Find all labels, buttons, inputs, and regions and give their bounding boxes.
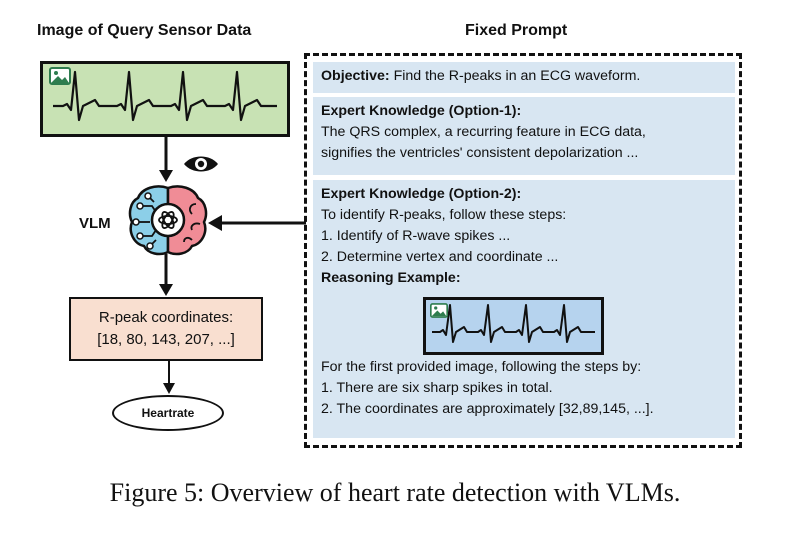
coordinates-title: R-peak coordinates: xyxy=(98,309,234,326)
reasoning-title: Reasoning Example: xyxy=(321,270,461,286)
example-ecg-image xyxy=(423,297,604,355)
arrow-coords-to-heartrate xyxy=(163,361,175,394)
figure-caption: Figure 5: Overview of heart rate detecti… xyxy=(109,478,681,507)
reasoning-line: For the first provided image, following … xyxy=(321,359,642,375)
reasoning-line: 1. There are six sharp spikes in total. xyxy=(321,380,553,396)
ecg-waveform xyxy=(53,70,277,122)
r-peak-coordinates-box: R-peak coordinates: [18, 80, 143, 207, .… xyxy=(69,297,263,361)
reasoning-line: 2. The coordinates are approximately [32… xyxy=(321,401,654,417)
objective-text: Find the R-peaks in an ECG waveform. xyxy=(393,68,641,84)
image-icon xyxy=(49,67,71,85)
example-ecg-waveform xyxy=(432,304,595,343)
arrow-vlm-to-coords xyxy=(159,254,173,296)
vlm-label: VLM xyxy=(79,215,111,232)
brain-icon xyxy=(128,185,208,256)
option1-line: The QRS complex, a recurring feature in … xyxy=(321,124,646,140)
option2-line: 2. Determine vertex and coordinate ... xyxy=(321,249,559,265)
option2-title: Expert Knowledge (Option-2): xyxy=(321,186,522,202)
option1-line: signifies the ventricles' consistent dep… xyxy=(321,145,639,161)
objective-section: Objective: Find the R-peaks in an ECG wa… xyxy=(313,62,735,93)
fixed-prompt-container xyxy=(304,53,742,448)
query-image-header: Image of Query Sensor Data xyxy=(37,22,252,39)
expert-knowledge-option1-section: Expert Knowledge (Option-1): The QRS com… xyxy=(313,97,735,175)
objective-label: Objective: xyxy=(321,68,390,84)
option1-title: Expert Knowledge (Option-1): xyxy=(321,103,522,119)
arrow-prompt-to-vlm xyxy=(208,215,306,231)
heartrate-node: Heartrate xyxy=(112,395,224,431)
image-icon xyxy=(430,303,448,318)
eye-icon xyxy=(184,156,218,172)
option2-line: To identify R-peaks, follow these steps: xyxy=(321,207,567,223)
coordinates-values: [18, 80, 143, 207, ...] xyxy=(97,331,235,348)
query-ecg-image xyxy=(40,61,290,137)
arrow-query-to-vlm xyxy=(159,136,173,182)
fixed-prompt-header: Fixed Prompt xyxy=(465,22,568,39)
option2-line: 1. Identify of R-wave spikes ... xyxy=(321,228,511,244)
ai-logo-icon xyxy=(158,211,178,229)
